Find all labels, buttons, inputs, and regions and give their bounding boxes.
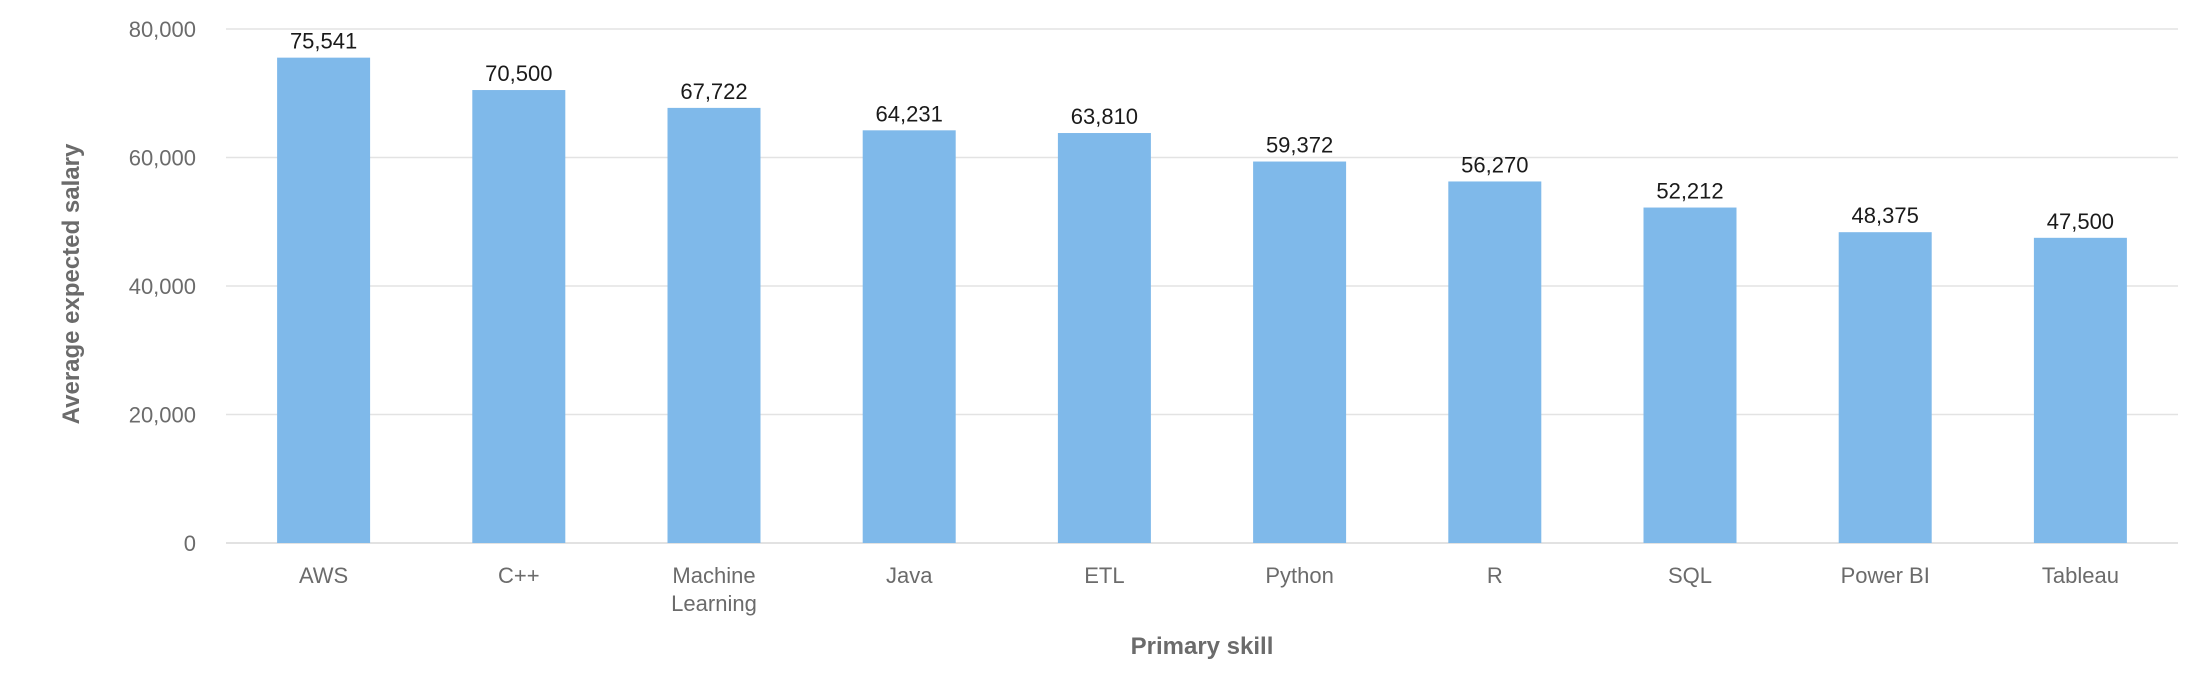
bar (1643, 207, 1737, 543)
y-tick-label: 0 (184, 531, 196, 556)
data-label: 47,500 (2047, 209, 2114, 234)
x-axis-title: Primary skill (1131, 633, 1274, 660)
x-tick-label: Machine Learning (671, 563, 757, 616)
data-labels: 75,541 70,500 67,722 64,231 63,810 59,372 56,2… (290, 29, 2114, 234)
bar (1838, 232, 1932, 544)
bar (2033, 237, 2127, 543)
data-label: 48,375 (1852, 203, 1919, 228)
x-tick-label: AWS (299, 563, 348, 588)
y-axis: 0 20,000 40,000 60,000 80,000 (129, 17, 196, 556)
x-tick-label: Java (886, 563, 933, 588)
x-tick-label: Python (1265, 563, 1334, 588)
data-label: 70,500 (485, 61, 552, 86)
bars (277, 57, 2127, 544)
bar (472, 90, 566, 543)
data-label: 59,372 (1266, 133, 1333, 158)
bar (667, 107, 761, 544)
x-tick-label: C++ (498, 563, 540, 588)
bar (277, 57, 371, 543)
x-tick-label: ETL (1084, 563, 1124, 588)
bar (862, 130, 956, 543)
y-tick-label: 40,000 (129, 274, 196, 299)
x-axis: AWS C++ Machine Learning Java ETL Python R SQL Po… (299, 563, 2119, 616)
x-tick-label: Tableau (2042, 563, 2119, 588)
data-label: 67,722 (680, 79, 747, 104)
y-tick-label: 80,000 (129, 17, 196, 42)
y-tick-label: 60,000 (129, 146, 196, 171)
data-label: 52,212 (1656, 179, 1723, 204)
x-tick-label: R (1487, 563, 1503, 588)
y-tick-label: 20,000 (129, 403, 196, 428)
x-tick-label: SQL (1668, 563, 1712, 588)
bar (1253, 161, 1347, 543)
data-label: 56,270 (1461, 152, 1528, 177)
data-label: 75,541 (290, 29, 357, 54)
y-axis-title: Average expected salary (58, 143, 85, 424)
data-label: 64,231 (876, 101, 943, 126)
bar (1448, 181, 1542, 543)
data-label: 63,810 (1071, 104, 1138, 129)
x-tick-label: Power BI (1841, 563, 1930, 588)
bar (1057, 133, 1151, 543)
